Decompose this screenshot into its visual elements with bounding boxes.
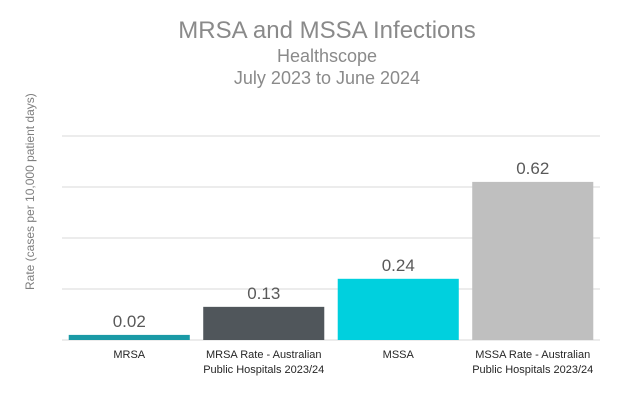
chart-title: MRSA and MSSA Infections: [178, 17, 475, 44]
chart-subtitle-period: July 2023 to June 2024: [234, 68, 420, 88]
data-label: 0.13: [247, 284, 280, 303]
x-tick-label: MSSA Rate - Australian Public Hospitals 2…: [472, 349, 593, 376]
bars: [68, 181, 594, 340]
data-label: 0.24: [382, 256, 415, 275]
bar: [472, 181, 594, 340]
x-axis-tick-labels: MRSA MRSA Rate - Australian Public Hospita…: [113, 349, 593, 376]
bar: [203, 306, 325, 340]
chart-subtitle: Healthscope: [277, 46, 377, 66]
data-label: 0.62: [516, 159, 549, 178]
x-tick-label: MRSA: [113, 349, 145, 361]
x-tick-label: MRSA Rate - Australian Public Hospitals 2…: [203, 349, 324, 376]
data-label: 0.02: [113, 312, 146, 331]
bar: [337, 278, 459, 340]
bar: [68, 334, 190, 340]
y-axis-label: Rate (cases per 10,000 patient days): [23, 93, 37, 290]
x-tick-label: MSSA: [383, 349, 415, 361]
data-labels: 0.02 0.13 0.24 0.62: [113, 159, 550, 331]
